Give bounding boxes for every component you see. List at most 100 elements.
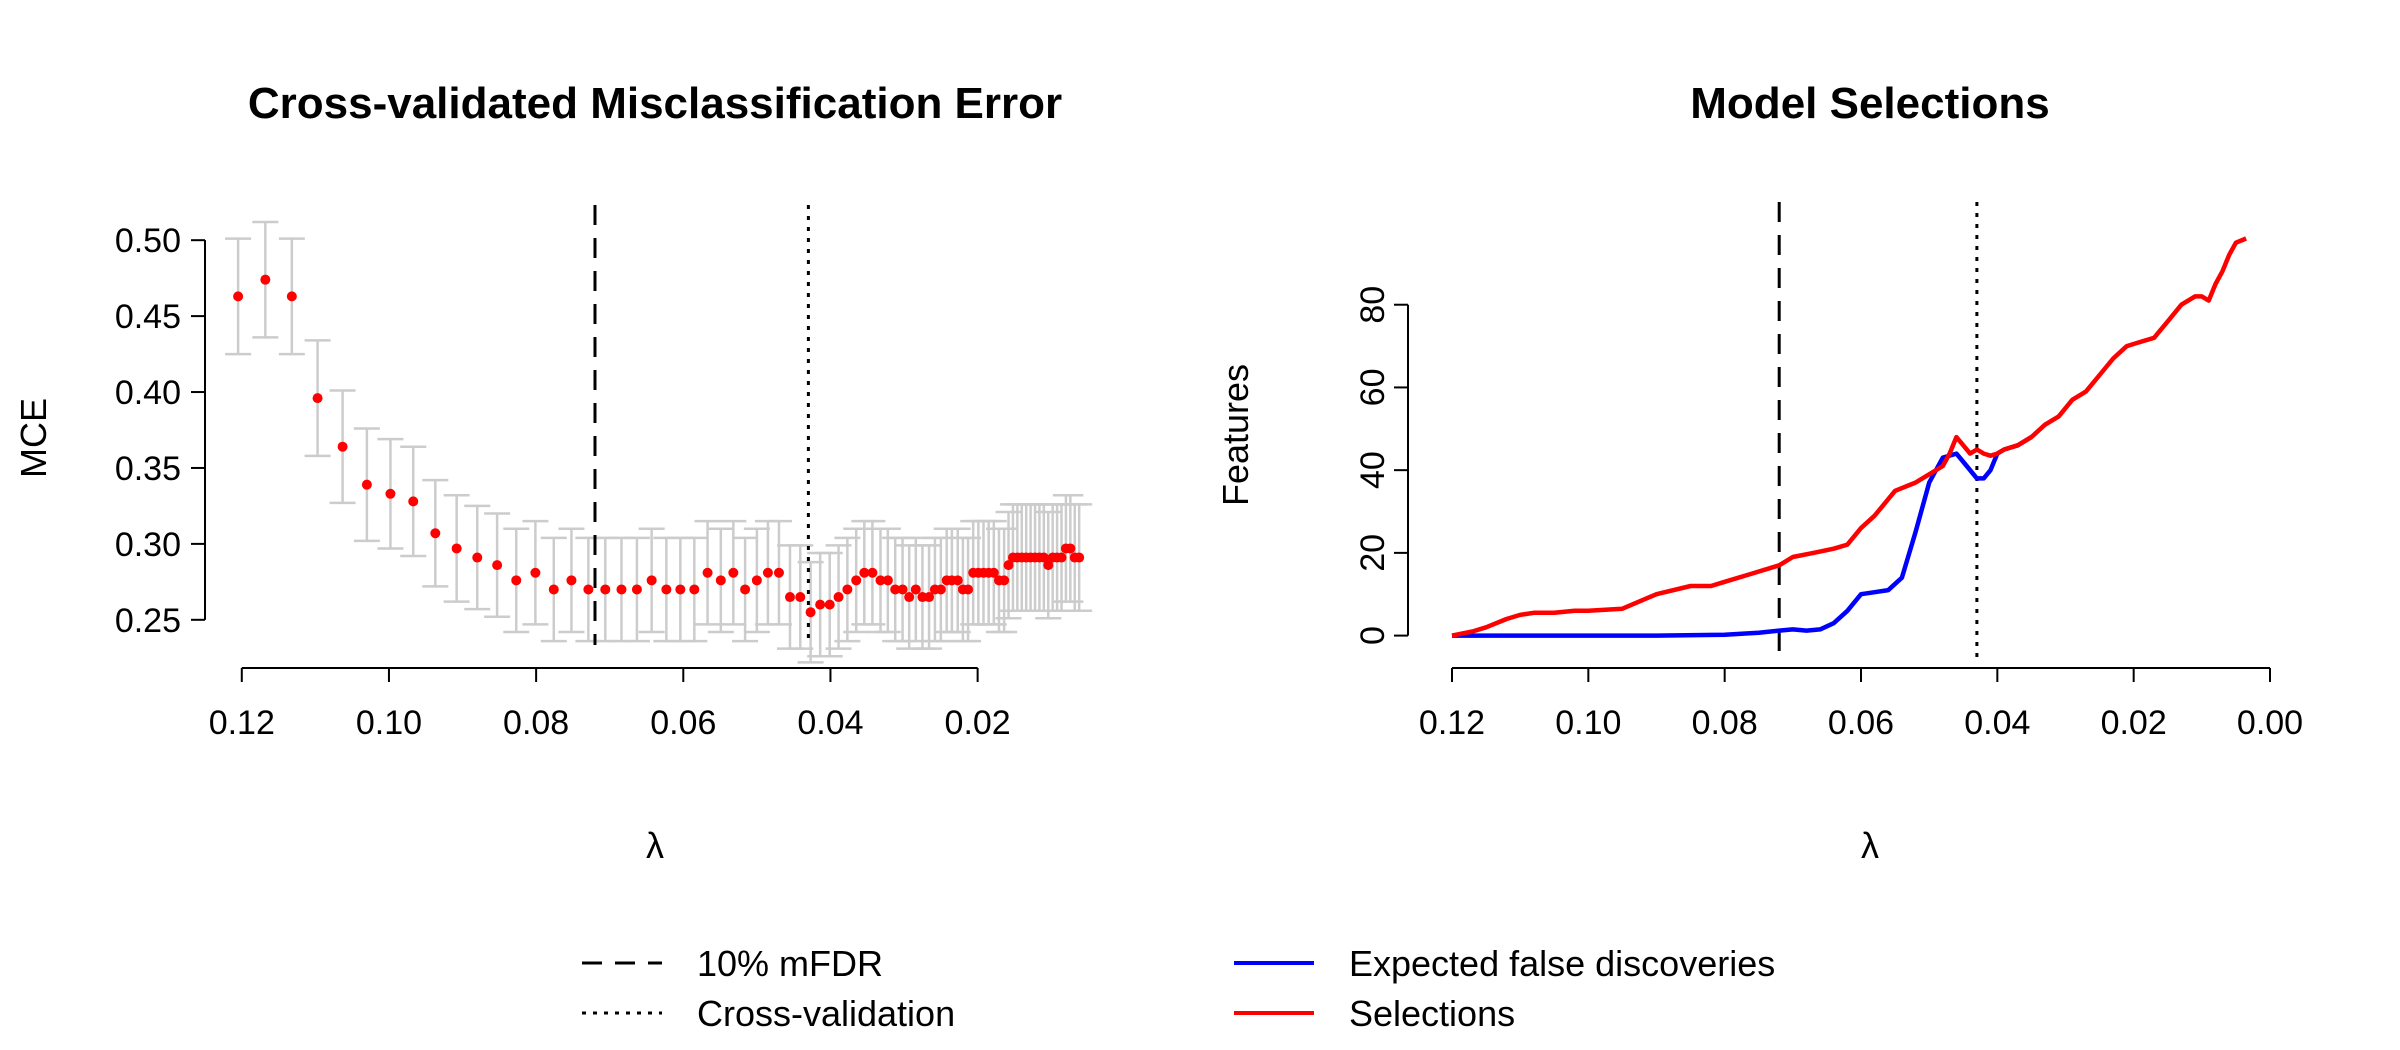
x-axis-label: λ [646,825,664,866]
data-point [867,567,878,578]
data-point [999,575,1010,586]
data-point [851,575,862,586]
data-point [859,567,870,578]
legend-series: Expected false discoveries Selections [1234,943,1775,1034]
data-point [815,599,826,610]
y-tick-label: 0.45 [115,298,181,336]
y-tick-label: 20 [1354,534,1392,572]
data-point [897,584,908,595]
data-point [511,575,522,586]
legend-label: Cross-validation [697,993,955,1034]
data-point [631,584,642,595]
x-tick-label: 0.10 [356,704,422,742]
data-point [1043,560,1054,571]
data-point [600,584,611,595]
data-point [751,575,762,586]
data-point [824,599,835,610]
mce-panel: Cross-validated Misclassification Error … [13,79,1093,866]
legend-label: Selections [1349,993,1515,1034]
x-tick-label: 0.12 [1419,704,1485,742]
point-layer [233,274,1085,618]
x-tick-label: 0.04 [1964,704,2030,742]
legend-label: 10% mFDR [697,943,883,984]
data-point [740,584,751,595]
y-tick-label: 0.25 [115,602,181,640]
axes: 0.12 0.10 0.08 0.06 0.04 0.02 0.00 0 20 40 60 80 [1354,286,2303,742]
data-point [952,575,963,586]
y-tick-label: 0 [1354,626,1392,645]
series-line-expected-false-discoveries [1452,435,2033,638]
errorbar-layer [225,220,1093,664]
x-tick-label: 0.12 [209,704,275,742]
data-point [935,584,946,595]
data-point [924,592,935,603]
x-tick-label: 0.06 [1828,704,1894,742]
y-axis-label: Features [1215,364,1256,506]
x-tick-label: 0.10 [1555,704,1621,742]
data-point [312,393,323,404]
x-tick-label: 0.08 [503,704,569,742]
data-point [882,575,893,586]
data-point [805,607,816,618]
data-point [890,584,901,595]
data-point [616,584,627,595]
data-point [385,488,396,499]
data-point [988,567,999,578]
data-point [689,584,700,595]
x-tick-label: 0.00 [2237,704,2303,742]
data-point [910,584,921,595]
selections-panel: Model Selections λ Features 0.12 0.10 0.08… [1215,79,2303,866]
chart-title: Model Selections [1690,79,2049,128]
data-point [1003,560,1014,571]
data-point [530,567,541,578]
data-point [566,575,577,586]
y-tick-label: 60 [1354,369,1392,407]
data-point [260,274,271,285]
x-tick-label: 0.04 [797,704,863,742]
series-line-selections [1451,236,2247,638]
data-point [904,592,915,603]
y-tick-label: 0.35 [115,450,181,488]
data-point [361,479,372,490]
axes: 0.12 0.10 0.08 0.06 0.04 0.02 0.25 0.30 0.35 0.40… [115,222,1011,742]
y-axis-label: MCE [13,398,54,478]
x-axis-label: λ [1861,825,1879,866]
x-tick-label: 0.08 [1692,704,1758,742]
data-point [451,543,462,554]
x-tick-label: 0.06 [650,704,716,742]
data-point [1065,543,1076,554]
data-point [337,441,348,452]
legend-line-types: 10% mFDR Cross-validation [582,943,955,1034]
data-point [661,584,672,595]
data-point [715,575,726,586]
data-point [875,575,886,586]
data-point [286,291,297,302]
data-point [1074,552,1085,563]
data-point [833,592,844,603]
data-point [963,584,974,595]
data-point [430,528,441,539]
y-tick-label: 80 [1354,286,1392,324]
data-point [472,552,483,563]
data-point [842,584,853,595]
data-point [702,567,713,578]
data-point [1056,552,1067,563]
data-point [1038,552,1049,563]
data-point [773,567,784,578]
data-point [233,291,244,302]
chart-title: Cross-validated Misclassification Error [248,79,1062,128]
x-tick-label: 0.02 [2101,704,2167,742]
y-tick-label: 40 [1354,451,1392,489]
vline-layer [593,205,810,645]
data-point [795,592,806,603]
data-point [492,560,503,571]
data-point [762,567,773,578]
y-tick-label: 0.40 [115,374,181,412]
y-tick-label: 0.30 [115,526,181,564]
data-point [646,575,657,586]
y-tick-label: 0.50 [115,222,181,260]
data-point [784,592,795,603]
series-layer [1451,236,2247,638]
data-point [408,496,419,507]
